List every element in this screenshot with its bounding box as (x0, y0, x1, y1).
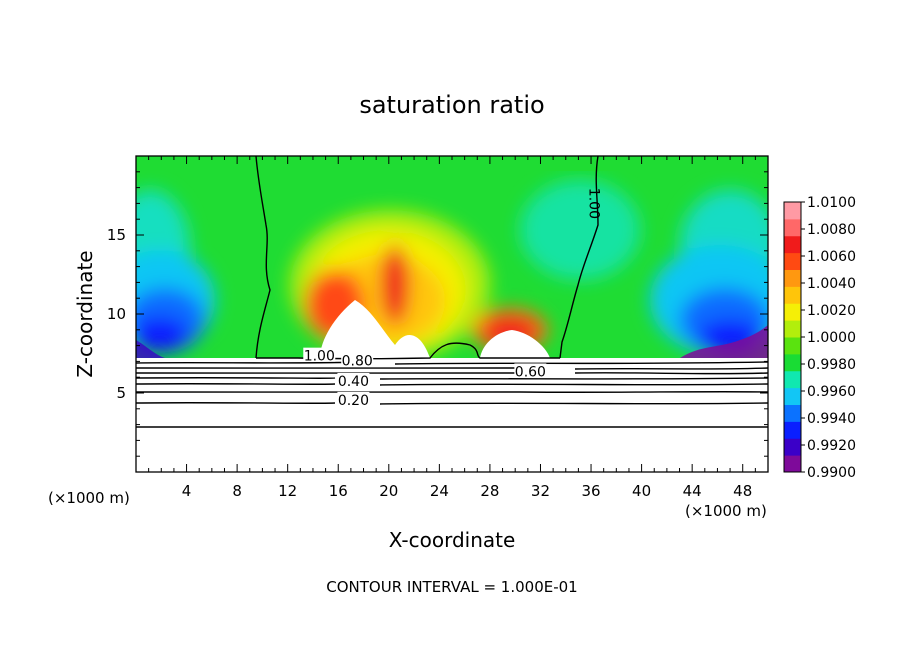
x-units-left: (×1000 m) (48, 489, 130, 507)
contour-label: 1.00 (304, 349, 335, 365)
contour-line-0-10 (135, 426, 769, 428)
x-tick-label: 28 (480, 482, 499, 500)
x-tick-label: 8 (232, 482, 242, 500)
contour-labels: 1.00 0.80 0.60 0.40 0.20 1.00 (303, 188, 602, 409)
x-tick-label: 20 (379, 482, 398, 500)
contour-label-bg (337, 391, 370, 406)
colorbar-swatch (784, 202, 801, 220)
x-tick-label: 32 (531, 482, 550, 500)
colorbar-swatch (784, 235, 801, 254)
colorbar-swatch (784, 337, 801, 355)
colorbar-swatch (784, 286, 801, 304)
x-units-right: (×1000 m) (685, 502, 767, 520)
colorbar: 1.0100 1.0080 1.0060 1.0040 1.0020 1.0000 0.99… (783, 195, 856, 481)
contour-line-1-00-right (559, 155, 599, 359)
y-axis-title: Z-coordinate (73, 250, 97, 377)
x-axis: 4 8 12 16 20 24 28 32 36 40 44 48 (135, 156, 769, 500)
colorbar-swatch (784, 320, 801, 338)
colorbar-swatch (784, 252, 801, 270)
colorbar-swatch (784, 218, 801, 237)
colorbar-tick-label: 1.0100 (807, 195, 856, 211)
contour-line-0-70 (135, 367, 769, 370)
x-tick-label: 40 (632, 482, 651, 500)
y-tick-label: 5 (116, 384, 126, 402)
colorbar-swatch (784, 370, 801, 389)
contour-line-0-80 (135, 361, 769, 365)
contour-label-bg (514, 363, 547, 378)
colorbar-tick-label: 1.0000 (807, 330, 856, 346)
y-tick-label: 10 (107, 305, 126, 323)
x-tick-label: 24 (430, 482, 449, 500)
contour-label-bg (337, 372, 370, 387)
colorbar-tick-label: 0.9900 (807, 465, 856, 481)
contour-label: 0.20 (338, 393, 369, 409)
contour-interval-note: CONTOUR INTERVAL = 1.000E-01 (326, 578, 577, 596)
heatmap-field (136, 156, 768, 358)
colorbar-swatch (784, 438, 801, 456)
x-tick-label: 4 (182, 482, 192, 500)
colorbar-tick-label: 1.0040 (807, 276, 856, 292)
contour-label: 0.80 (342, 353, 373, 369)
colorbar-swatch (784, 455, 801, 473)
contour-label: 0.40 (338, 374, 369, 390)
contour-label-bg (341, 352, 374, 367)
colorbar-tick-label: 0.9960 (807, 384, 856, 400)
contour-line-0-60 (135, 372, 769, 375)
colorbar-tick-label: 0.9980 (807, 357, 856, 373)
x-tick-label: 36 (581, 482, 600, 500)
x-tick-label: 12 (278, 482, 297, 500)
sub-cloud-region (136, 358, 768, 472)
dry-patch (480, 330, 550, 358)
contour-label: 0.60 (515, 364, 546, 380)
contour-line-0-40 (135, 383, 769, 386)
colorbar-tick-label: 1.0020 (807, 303, 856, 319)
colorbar-tick-label: 0.9940 (807, 411, 856, 427)
colorbar-tick-label: 0.9920 (807, 438, 856, 454)
contour-line-1-00-left (255, 155, 271, 359)
colorbar-swatch (784, 404, 801, 422)
colorbar-tick-label: 1.0080 (807, 222, 856, 238)
contour-label-bg (303, 347, 336, 362)
colorbar-tick-label: 1.0060 (807, 249, 856, 265)
y-axis: 5 10 15 (107, 155, 768, 473)
x-tick-label: 44 (683, 482, 702, 500)
x-axis-title: X-coordinate (389, 528, 516, 552)
colorbar-swatch (784, 269, 801, 287)
contour-label: 1.00 (586, 188, 602, 219)
x-tick-label: 16 (329, 482, 348, 500)
dry-patch (320, 300, 430, 358)
colorbar-swatch (784, 387, 801, 405)
contour-line-0-50 (135, 377, 769, 380)
x-tick-label: 48 (733, 482, 752, 500)
contour-line-0-20 (135, 402, 769, 405)
y-tick-label: 15 (107, 226, 126, 244)
contour-lines (135, 155, 769, 428)
chart-title: saturation ratio (359, 91, 544, 119)
contour-line-0-30 (135, 391, 769, 393)
colorbar-swatch (784, 353, 801, 372)
colorbar-swatch (784, 303, 801, 321)
colorbar-swatch (784, 421, 801, 439)
